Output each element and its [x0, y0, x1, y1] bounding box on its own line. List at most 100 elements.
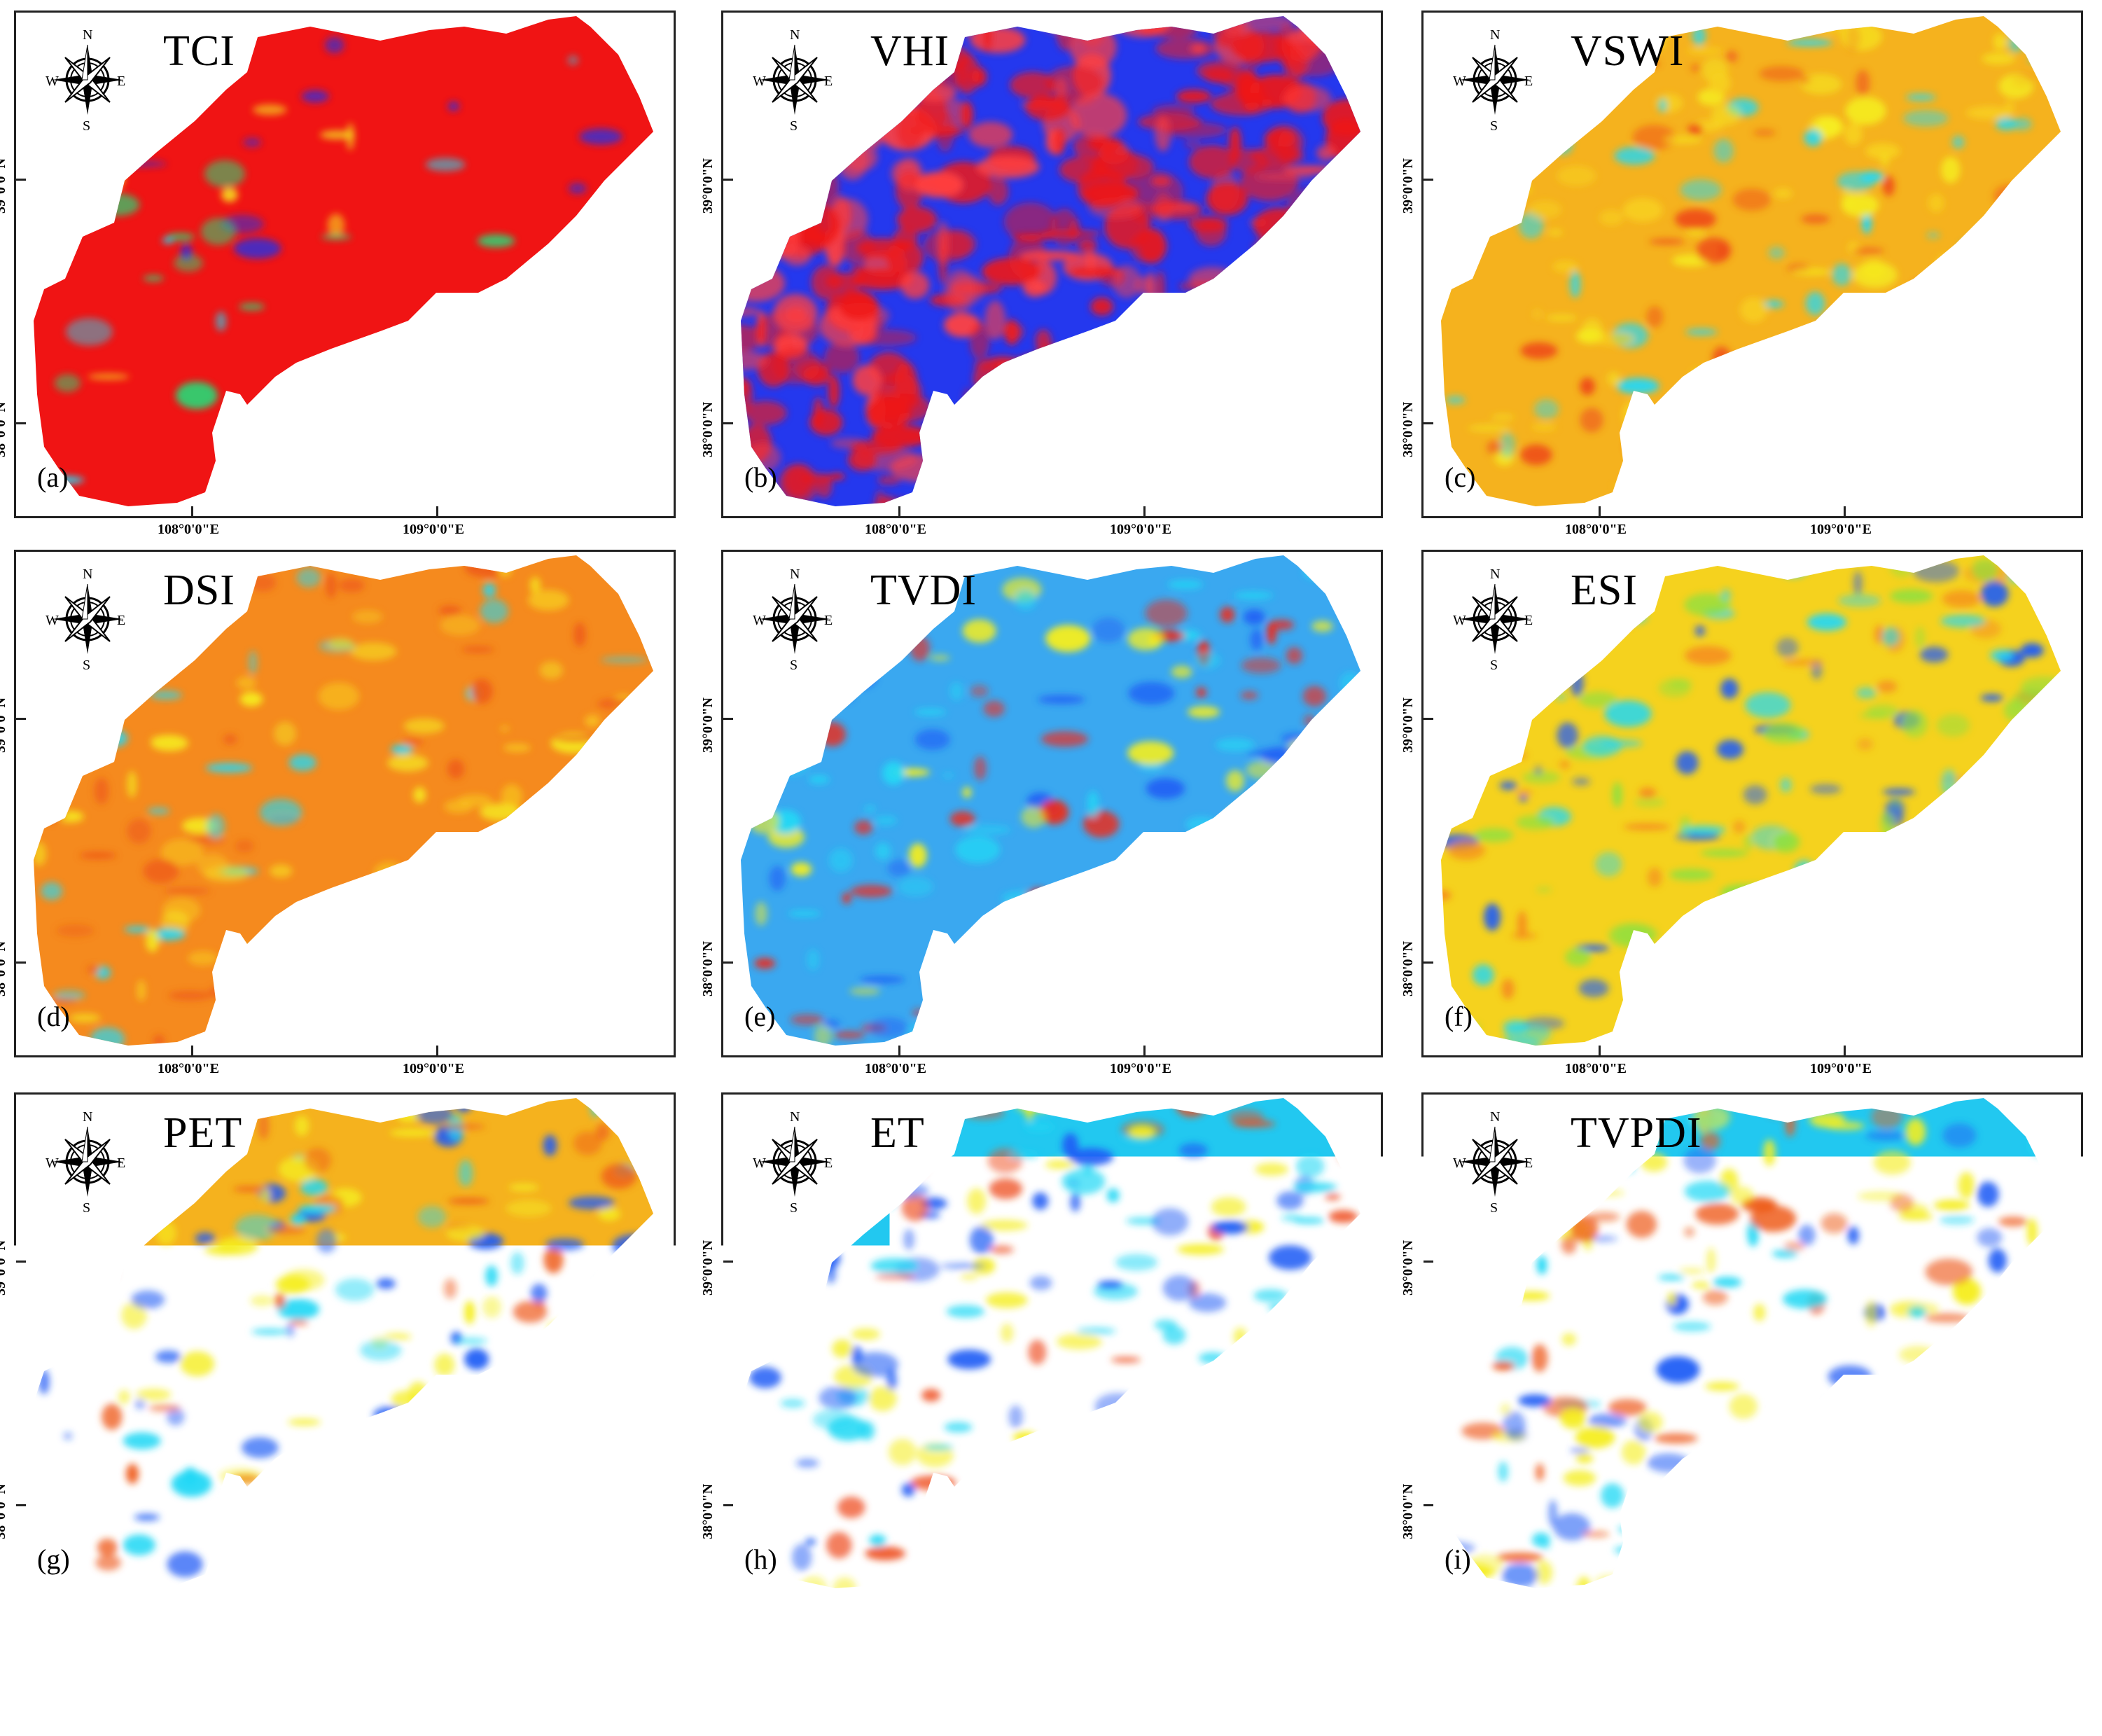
compass-rose-icon: N S W E — [44, 1109, 128, 1214]
svg-text:E: E — [824, 613, 833, 628]
lon-label-108: 108°0'0"E — [158, 1604, 219, 1620]
compass: N S W E — [44, 27, 128, 132]
lon-tick — [898, 1046, 900, 1055]
compass-rose-icon: N S W E — [751, 566, 835, 671]
panel-label: (a) — [37, 461, 68, 494]
lon-tick — [1844, 1046, 1846, 1055]
panel-title: ET — [870, 1109, 925, 1158]
map-panel-tvdi: N S W E TVDI (e) — [721, 550, 1383, 1057]
legend-tick-zero: 0 — [594, 1686, 615, 1736]
panel-label: (i) — [1445, 1543, 1471, 1576]
svg-text:W: W — [1453, 74, 1466, 89]
map-panel-esi: N S W E ESI (f) — [1421, 550, 2083, 1057]
map-panel-tci: N S W E TCI (a) — [14, 11, 676, 518]
lon-tick — [1844, 1588, 1846, 1598]
svg-text:S: S — [790, 1200, 798, 1214]
svg-text:W: W — [1453, 1155, 1466, 1171]
lon-tick — [1599, 1046, 1601, 1055]
lat-label-38: 38°0'0"N — [0, 941, 9, 997]
lon-tick — [898, 506, 900, 516]
lat-label-39: 39°0'0"N — [1400, 158, 1417, 214]
lat-tick — [723, 961, 733, 964]
svg-text:W: W — [46, 1155, 59, 1171]
compass: N S W E — [44, 566, 128, 671]
svg-text:E: E — [824, 74, 833, 89]
scale-label-30: 30 — [1729, 1632, 1756, 1662]
panel-title: VSWI — [1571, 27, 1684, 76]
scale-label-15: 15 — [1803, 1632, 1830, 1662]
lon-tick — [1143, 1588, 1146, 1598]
lon-label-108: 108°0'0"E — [158, 1061, 219, 1077]
lat-tick — [723, 422, 733, 424]
compass: N S W E — [751, 1109, 835, 1214]
panel-label: (h) — [744, 1543, 777, 1576]
svg-text:S: S — [83, 1200, 90, 1214]
lat-label-39: 39°0'0"N — [700, 158, 716, 214]
legend-variable: (r) — [70, 1681, 114, 1729]
svg-text:S: S — [790, 658, 798, 671]
map-panel-tvpdi: N S W E TVPDI (i) — [1421, 1092, 2083, 1600]
lon-label-109: 109°0'0"E — [1810, 522, 1872, 538]
scale-label-30km: 30 km — [1975, 1632, 2042, 1662]
svg-text:E: E — [117, 1155, 125, 1171]
lon-tick — [436, 1046, 438, 1055]
lon-label-108: 108°0'0"E — [865, 1061, 926, 1077]
svg-text:N: N — [1490, 27, 1500, 43]
lat-label-39: 39°0'0"N — [0, 697, 9, 753]
map-panel-vswi: N S W E VSWI (c) — [1421, 11, 2083, 518]
compass-rose-icon: N S W E — [44, 27, 128, 132]
lat-label-39: 39°0'0"N — [1400, 697, 1417, 753]
lon-label-108: 108°0'0"E — [1565, 522, 1627, 538]
svg-text:N: N — [83, 27, 92, 43]
lon-label-108: 108°0'0"E — [865, 1604, 926, 1620]
svg-text:S: S — [83, 658, 90, 671]
compass: N S W E — [751, 566, 835, 671]
scale-segment-black — [1748, 1678, 1889, 1703]
scale-label-0: 0 — [1873, 1632, 1886, 1662]
lat-tick — [1424, 961, 1433, 964]
lat-tick — [16, 961, 26, 964]
svg-text:N: N — [83, 1109, 92, 1125]
legend-title: Legend: — [27, 1632, 155, 1676]
lat-tick — [723, 1261, 733, 1263]
panel-title: TVDI — [870, 566, 977, 616]
panel-title: ESI — [1571, 566, 1638, 616]
lon-tick — [191, 1588, 193, 1598]
map-panel-dsi: N S W E DSI (d) — [14, 550, 676, 1057]
lat-label-38: 38°0'0"N — [0, 402, 9, 457]
svg-text:W: W — [1453, 613, 1466, 628]
lon-label-109: 109°0'0"E — [1810, 1061, 1872, 1077]
lat-tick — [16, 1261, 26, 1263]
lon-tick — [898, 1588, 900, 1598]
lon-label-109: 109°0'0"E — [1110, 522, 1171, 538]
lat-tick — [16, 422, 26, 424]
compass: N S W E — [751, 27, 835, 132]
lat-label-38: 38°0'0"N — [700, 1484, 716, 1539]
panel-label: (g) — [37, 1543, 70, 1576]
svg-text:E: E — [1524, 613, 1533, 628]
svg-text:E: E — [1524, 1155, 1533, 1171]
svg-text:S: S — [790, 118, 798, 132]
lon-label-109: 109°0'0"E — [403, 1604, 464, 1620]
svg-text:S: S — [1490, 1200, 1498, 1214]
lat-label-38: 38°0'0"N — [1400, 941, 1417, 997]
compass-rose-icon: N S W E — [1452, 566, 1536, 671]
svg-text:N: N — [790, 567, 800, 582]
panel-title: PET — [163, 1109, 242, 1158]
lat-label-38: 38°0'0"N — [0, 1484, 9, 1539]
lon-tick — [1844, 506, 1846, 516]
map-panel-et: N S W E ET (h) — [721, 1092, 1383, 1600]
svg-text:N: N — [790, 1109, 800, 1125]
compass: N S W E — [44, 1109, 128, 1214]
compass: N S W E — [1452, 27, 1536, 132]
lat-label-38: 38°0'0"N — [1400, 1484, 1417, 1539]
panel-title: VHI — [870, 27, 949, 76]
lon-tick — [191, 1046, 193, 1055]
lat-tick — [723, 1504, 733, 1506]
lat-tick — [16, 718, 26, 720]
svg-text:E: E — [1524, 74, 1533, 89]
svg-text:W: W — [753, 1155, 766, 1171]
lat-label-39: 39°0'0"N — [1400, 1240, 1417, 1296]
svg-text:S: S — [1490, 118, 1498, 132]
lon-tick — [1599, 1588, 1601, 1598]
